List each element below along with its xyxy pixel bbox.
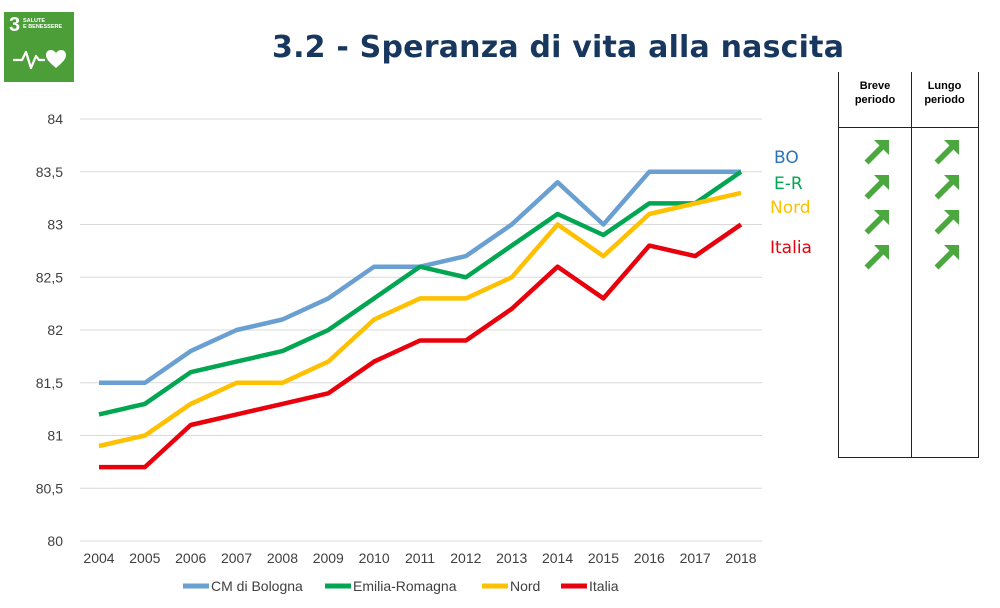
end-label: BO: [774, 148, 799, 168]
y-tick-label: 83,5: [36, 164, 63, 180]
x-tick-label: 2010: [359, 550, 390, 566]
end-label: Italia: [770, 238, 812, 258]
series-line: [98, 190, 742, 449]
x-tick-label: 2018: [725, 550, 756, 566]
x-tick-label: 2015: [588, 550, 619, 566]
y-tick-label: 80,5: [36, 480, 63, 496]
trend-column-short: Breve periodo: [838, 72, 912, 458]
x-tick-label: 2005: [129, 550, 160, 566]
y-tick-label: 84: [47, 111, 63, 127]
up-right-arrow-icon: [932, 244, 960, 272]
heartbeat-heart-icon: [13, 50, 66, 70]
y-tick-label: 81,5: [36, 375, 63, 391]
x-tick-label: 2008: [267, 550, 298, 566]
legend-entry: Italia: [589, 578, 619, 594]
x-tick-label: 2009: [313, 550, 344, 566]
sdg-logo: 3 SALUTE E BENESSERE: [4, 12, 74, 82]
x-tick-label: 2016: [634, 550, 665, 566]
sdg-text: SALUTE E BENESSERE: [23, 18, 63, 30]
page-title: 3.2 - Speranza di vita alla nascita: [272, 30, 845, 65]
legend-entry: Nord: [510, 578, 540, 594]
series-line: [99, 222, 743, 470]
trend-table: Breve periodo Lungo periodo: [838, 72, 979, 458]
legend-entry: Emilia-Romagna: [353, 578, 457, 594]
x-tick-label: 2014: [542, 550, 573, 566]
legend-entry: CM di Bologna: [211, 578, 303, 594]
up-right-arrow-icon: [862, 139, 890, 167]
up-right-arrow-icon: [862, 174, 890, 202]
x-tick-label: 2017: [680, 550, 711, 566]
x-tick-label: 2007: [221, 550, 252, 566]
series-line: [98, 169, 743, 417]
y-tick-label: 82,5: [36, 269, 63, 285]
x-tick-label: 2012: [450, 550, 481, 566]
y-tick-label: 82: [47, 322, 63, 338]
up-right-arrow-icon: [932, 209, 960, 237]
trend-table-bottom-border: [838, 457, 979, 458]
trend-column-long: Lungo periodo: [911, 72, 979, 458]
end-label: E-R: [774, 174, 803, 194]
x-tick-label: 2004: [83, 550, 114, 566]
y-tick-label: 83: [47, 217, 63, 233]
header-long-term: Lungo periodo: [911, 72, 978, 128]
y-tick-label: 81: [47, 428, 63, 444]
line-chart: 80 80,5 81 81,5 82 82,5 83 83,5 84 2004 2005 2006 20…: [36, 111, 762, 594]
end-label: Nord: [770, 198, 811, 218]
up-right-arrow-icon: [932, 174, 960, 202]
x-tick-label: 2011: [405, 550, 435, 566]
x-tick-label: 2006: [175, 550, 206, 566]
up-right-arrow-icon: [862, 244, 890, 272]
y-tick-label: 80: [47, 533, 63, 549]
x-tick-label: 2013: [496, 550, 527, 566]
header-short-term: Breve periodo: [839, 72, 911, 128]
sdg-number: 3: [9, 14, 21, 36]
up-right-arrow-icon: [932, 139, 960, 167]
up-right-arrow-icon: [862, 209, 890, 237]
